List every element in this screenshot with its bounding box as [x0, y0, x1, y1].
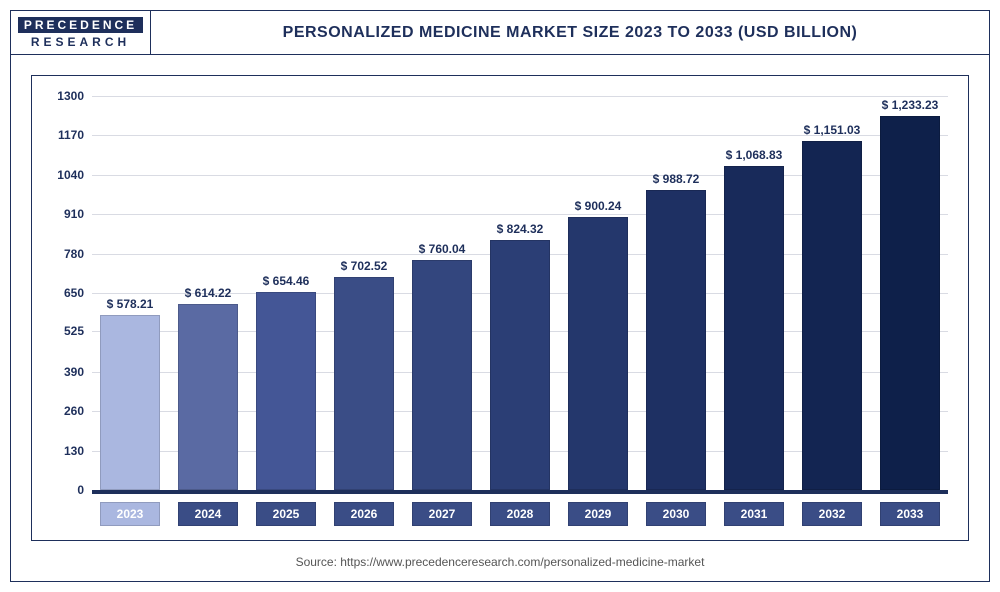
- bar-rect: [412, 260, 471, 490]
- bar-slot: $ 1,233.23: [872, 96, 948, 490]
- report-frame: PRECEDENCE RESEARCH PERSONALIZED MEDICIN…: [10, 10, 990, 582]
- bar-slot: $ 1,151.03: [794, 96, 870, 490]
- bar-value-label: $ 824.32: [497, 222, 544, 236]
- x-axis-baseline: [92, 490, 948, 494]
- x-label-slot: 2030: [638, 502, 714, 526]
- bars-row: $ 578.21 $ 614.22 $ 654.46 $ 702.52 $ 760.04…: [92, 96, 948, 490]
- bar-slot: $ 900.24: [560, 96, 636, 490]
- x-label-slot: 2031: [716, 502, 792, 526]
- bar-value-label: $ 988.72: [653, 172, 700, 186]
- x-label-slot: 2027: [404, 502, 480, 526]
- x-category-label: 2026: [334, 502, 393, 526]
- chart-title: PERSONALIZED MEDICINE MARKET SIZE 2023 T…: [151, 24, 989, 42]
- y-tick-label: 780: [64, 247, 92, 261]
- bar-slot: $ 760.04: [404, 96, 480, 490]
- x-label-slot: 2026: [326, 502, 402, 526]
- x-label-slot: 2032: [794, 502, 870, 526]
- y-tick-label: 0: [77, 483, 92, 497]
- x-label-slot: 2029: [560, 502, 636, 526]
- bar-slot: $ 988.72: [638, 96, 714, 490]
- y-tick-label: 130: [64, 444, 92, 458]
- x-category-label: 2023: [100, 502, 159, 526]
- bar-slot: $ 824.32: [482, 96, 558, 490]
- source-citation: Source: https://www.precedenceresearch.c…: [11, 555, 989, 569]
- bar-rect: [880, 116, 939, 490]
- bar-value-label: $ 578.21: [107, 297, 154, 311]
- x-category-label: 2028: [490, 502, 549, 526]
- x-category-label: 2024: [178, 502, 237, 526]
- bar-slot: $ 654.46: [248, 96, 324, 490]
- bar-value-label: $ 614.22: [185, 286, 232, 300]
- bar-rect: [100, 315, 159, 490]
- x-label-slot: 2033: [872, 502, 948, 526]
- bar-rect: [490, 240, 549, 490]
- header-row: PRECEDENCE RESEARCH PERSONALIZED MEDICIN…: [11, 11, 989, 55]
- bar-rect: [178, 304, 237, 490]
- x-category-label: 2031: [724, 502, 783, 526]
- chart-frame: 0 130 260 390 525 650 780 910 1040 1170 1300 $ 578…: [31, 75, 969, 541]
- x-category-label: 2032: [802, 502, 861, 526]
- bar-value-label: $ 654.46: [263, 274, 310, 288]
- bar-rect: [334, 277, 393, 490]
- brand-logo: PRECEDENCE RESEARCH: [11, 11, 151, 54]
- bar-value-label: $ 702.52: [341, 259, 388, 273]
- logo-top-text: PRECEDENCE: [18, 17, 143, 33]
- bar-value-label: $ 760.04: [419, 242, 466, 256]
- bar-slot: $ 578.21: [92, 96, 168, 490]
- y-tick-label: 1040: [57, 168, 92, 182]
- x-category-label: 2027: [412, 502, 471, 526]
- bar-rect: [646, 190, 705, 490]
- x-labels-row: 2023 2024 2025 2026 2027 2028 2029 2030 2031 2032…: [92, 502, 948, 526]
- bar-value-label: $ 900.24: [575, 199, 622, 213]
- y-tick-label: 1170: [58, 128, 92, 142]
- x-label-slot: 2024: [170, 502, 246, 526]
- x-label-slot: 2025: [248, 502, 324, 526]
- y-tick-label: 650: [64, 286, 92, 300]
- bar-slot: $ 1,068.83: [716, 96, 792, 490]
- bar-value-label: $ 1,233.23: [882, 98, 939, 112]
- bar-rect: [802, 141, 861, 490]
- bar-value-label: $ 1,068.83: [726, 148, 783, 162]
- x-category-label: 2030: [646, 502, 705, 526]
- bar-rect: [568, 217, 627, 490]
- y-tick-label: 390: [64, 365, 92, 379]
- y-tick-label: 910: [64, 207, 92, 221]
- x-category-label: 2033: [880, 502, 939, 526]
- bar-slot: $ 614.22: [170, 96, 246, 490]
- y-tick-label: 1300: [57, 89, 92, 103]
- bar-value-label: $ 1,151.03: [804, 123, 861, 137]
- y-tick-label: 525: [64, 324, 92, 338]
- plot-area: 0130260390525650780910104011701300 $ 578…: [92, 96, 948, 490]
- x-label-slot: 2028: [482, 502, 558, 526]
- x-category-label: 2025: [256, 502, 315, 526]
- logo-bottom-text: RESEARCH: [31, 35, 130, 49]
- x-category-label: 2029: [568, 502, 627, 526]
- y-tick-label: 260: [64, 404, 92, 418]
- bar-rect: [724, 166, 783, 490]
- bar-slot: $ 702.52: [326, 96, 402, 490]
- x-label-slot: 2023: [92, 502, 168, 526]
- bar-rect: [256, 292, 315, 490]
